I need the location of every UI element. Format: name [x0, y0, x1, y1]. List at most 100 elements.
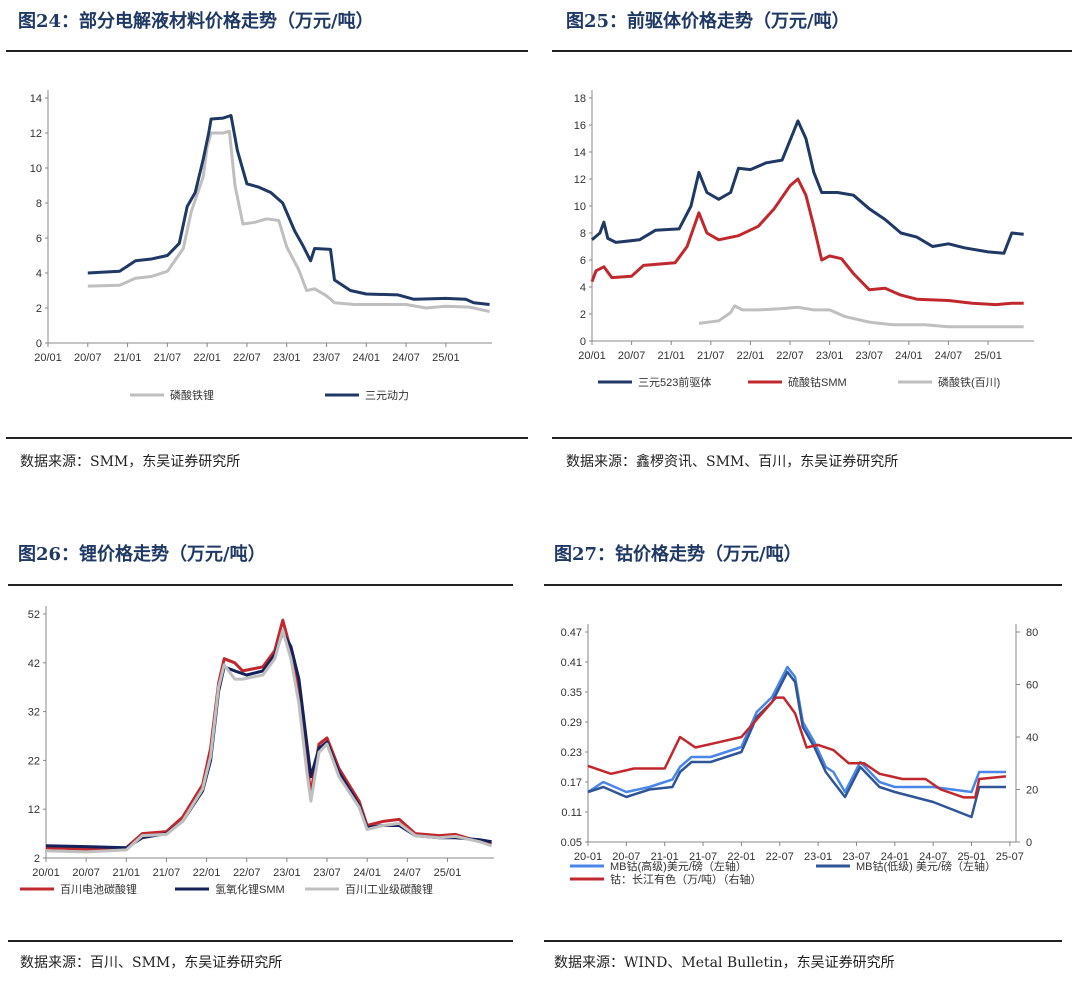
x-tick-label: 22-01	[727, 851, 755, 863]
source-rule	[8, 940, 513, 942]
source-rule	[544, 940, 1062, 942]
x-tick-label: 21/07	[153, 867, 181, 879]
x-tick-label: 20/01	[578, 350, 606, 362]
x-tick-label: 25/01	[434, 867, 462, 879]
y-tick-label: 0.23	[561, 747, 582, 759]
y-tick-label: 0.29	[561, 717, 582, 729]
x-tick-label: 22/07	[233, 867, 261, 879]
x-tick-label: 24/01	[353, 867, 381, 879]
chart-26-svg: 2 12 22 32 42 52 20/01 20/07 21/01 21/07 22/01 22/0…	[20, 606, 494, 896]
panel-chart-27: 图27：钴价格走势（万元/吨） 0.05 0.11 0.17 0.23 0.29 0.35…	[540, 490, 1080, 985]
y-tick-label: 14	[30, 93, 42, 105]
y-tick-label: 0	[36, 338, 42, 350]
x-tick-label: 20/07	[618, 350, 646, 362]
series-line-1	[45, 618, 492, 851]
series-line-1	[591, 119, 1024, 255]
chart-title: 图26：锂价格走势（万元/吨）	[18, 544, 266, 565]
x-tick-label: 22/07	[776, 350, 804, 362]
x-tick-label: 23/01	[273, 867, 301, 879]
y-tick-label: 0.05	[561, 837, 582, 849]
title-rule	[8, 584, 513, 586]
panel-chart-26: 图26：锂价格走势（万元/吨） 2 12 22 32 42 52 20/01 20/07 21/…	[0, 490, 525, 985]
legend-label: 百川工业级碳酸锂	[345, 882, 433, 896]
x-tick-label: 24-01	[881, 851, 909, 863]
series-line-2	[587, 670, 1006, 819]
y2-tick-label: 60	[1026, 680, 1038, 692]
x-tick-label: 24/07	[935, 350, 963, 362]
chart-title: 图24：部分电解液材料价格走势（万元/吨）	[18, 11, 374, 32]
x-tick-label: 24/01	[353, 352, 381, 364]
y-tick-label: 4	[36, 268, 42, 280]
y-tick-label: 14	[574, 147, 586, 159]
legend-label: 磷酸铁(百川)	[938, 375, 1000, 389]
y-tick-label: 22	[28, 755, 40, 767]
x-tick-label: 24/07	[394, 867, 422, 879]
legend-label: 磷酸铁锂	[170, 388, 214, 402]
x-tick-label: 21/01	[114, 352, 142, 364]
legend-label: 百川电池碳酸锂	[60, 882, 137, 896]
x-tick-label: 22/01	[737, 350, 765, 362]
source-note: 数据来源：SMM，东吴证券研究所	[20, 454, 241, 470]
source-note: 数据来源：百川、SMM，东吴证券研究所	[20, 955, 283, 971]
x-tick-label: 21-07	[689, 851, 717, 863]
x-tick-label: 21/01	[113, 867, 141, 879]
legend-label: 三元动力	[365, 389, 409, 402]
source-rule	[6, 437, 528, 439]
title-rule	[544, 584, 1062, 586]
y-tick-label: 10	[574, 201, 586, 213]
legend-label: 氢氧化锂SMM	[215, 882, 285, 896]
title-rule	[552, 50, 1072, 52]
title-rule	[6, 50, 528, 52]
y2-tick-label: 0	[1026, 837, 1032, 849]
x-tick-label: 22/07	[233, 352, 261, 364]
series-line-3	[698, 304, 1024, 329]
x-tick-label: 23/01	[816, 350, 844, 362]
panel-chart-25: 图25：前驱体价格走势（万元/吨） 0 2 4 6 8 10 12 14 16 18 20/01 20…	[548, 0, 1080, 490]
x-tick-label: 25-01	[957, 851, 985, 863]
series-line-2	[87, 114, 490, 306]
panel-chart-24: 图24：部分电解液材料价格走势（万元/吨） 0 2 4 6 8 10 12 14 20/01 20…	[0, 0, 528, 490]
legend-label: 硫酸钴SMM	[788, 375, 847, 389]
x-tick-label: 23/07	[313, 867, 341, 879]
y2-tick-label: 40	[1026, 732, 1038, 744]
x-tick-label: 24/07	[392, 352, 420, 364]
chart-title: 图25：前驱体价格走势（万元/吨）	[566, 11, 850, 32]
series-line-1	[87, 129, 490, 313]
series-line-2	[590, 177, 1024, 307]
y-tick-label: 6	[36, 233, 42, 245]
y2-tick-label: 80	[1026, 627, 1038, 639]
source-note: 数据来源：鑫椤资讯、SMM、百川，东吴证券研究所	[566, 454, 899, 470]
y-tick-label: 0.41	[561, 657, 582, 669]
chart-27-svg: 0.05 0.11 0.17 0.23 0.29 0.35 0.41 0.47 0 20 40 60 8…	[561, 624, 1038, 886]
y-tick-label: 8	[36, 198, 42, 210]
x-tick-label: 20/01	[32, 867, 60, 879]
y-tick-label: 42	[28, 658, 40, 670]
x-tick-label: 22/01	[193, 352, 221, 364]
x-tick-label: 22-07	[766, 851, 794, 863]
y-tick-label: 18	[574, 93, 586, 105]
y-tick-label: 4	[580, 282, 586, 294]
x-tick-label: 23/07	[855, 350, 883, 362]
y-tick-label: 0.47	[561, 627, 582, 639]
y2-tick-label: 20	[1026, 785, 1038, 797]
x-tick-label: 25/01	[432, 352, 460, 364]
y-tick-label: 16	[574, 120, 586, 132]
x-tick-label: 25/01	[974, 350, 1002, 362]
chart-title: 图27：钴价格走势（万元/吨）	[554, 544, 802, 565]
source-note: 数据来源：WIND、Metal Bulletin，东吴证券研究所	[554, 955, 895, 971]
x-tick-label: 20-01	[574, 851, 602, 863]
series-line-3	[587, 696, 1007, 799]
x-tick-label: 20-07	[612, 851, 640, 863]
y-tick-label: 32	[28, 707, 40, 719]
legend-label: MB钴(高级)美元/磅（左轴）	[610, 859, 747, 873]
x-tick-label: 20/01	[34, 352, 62, 364]
y-tick-label: 0.17	[561, 777, 582, 789]
x-tick-label: 23-07	[842, 851, 870, 863]
y-tick-label: 8	[580, 228, 586, 240]
chart-25-svg: 0 2 4 6 8 10 12 14 16 18 20/01 20/07 21/01 21/07 22/01…	[574, 90, 1034, 389]
y-tick-label: 0	[580, 336, 586, 348]
legend-label: 三元523前驱体	[638, 375, 711, 389]
x-tick-label: 25-07	[996, 851, 1024, 863]
x-tick-label: 23/07	[313, 352, 341, 364]
source-rule	[552, 437, 1072, 439]
